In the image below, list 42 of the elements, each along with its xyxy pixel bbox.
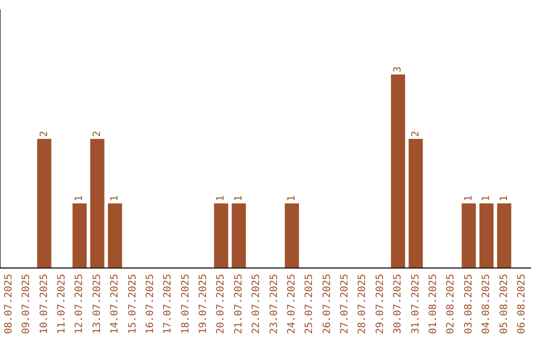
x-tick-label: 01.08.2025 — [428, 274, 440, 334]
x-tick-label: 06.08.2025 — [516, 274, 528, 334]
data-label: 1 — [216, 195, 227, 202]
x-tick-label: 02.08.2025 — [446, 274, 457, 334]
x-tick-label: 16.07.2025 — [144, 274, 156, 334]
x-tick-label: 15.07.2025 — [127, 274, 138, 334]
x-tick-label: 31.07.2025 — [410, 274, 422, 334]
data-label: 1 — [74, 195, 86, 202]
x-tick-label: 13.07.2025 — [92, 274, 103, 334]
x-tick-label: 14.07.2025 — [110, 274, 121, 334]
x-tick-label: 22.07.2025 — [251, 274, 262, 334]
x-tick-label: 27.07.2025 — [340, 274, 351, 334]
x-tick-label: 04.08.2025 — [481, 274, 492, 334]
x-tick-label: 08.07.2025 — [3, 274, 14, 334]
x-tick-label: 17.07.2025 — [162, 274, 174, 334]
data-label: 1 — [286, 195, 298, 202]
data-label: 1 — [110, 195, 121, 202]
x-tick-label: 29.07.2025 — [374, 274, 386, 334]
x-tick-label: 26.07.2025 — [322, 274, 333, 334]
data-label: 2 — [38, 130, 50, 137]
x-tick-label: 10.07.2025 — [38, 274, 50, 334]
x-tick-label: 24.07.2025 — [286, 274, 298, 334]
x-tick-label: 28.07.2025 — [357, 274, 368, 334]
data-label: 2 — [92, 130, 103, 137]
data-label: 3 — [392, 66, 404, 72]
x-tick-label: 12.07.2025 — [74, 274, 86, 334]
data-label: 1 — [233, 195, 244, 202]
x-tick-label: 25.07.2025 — [304, 274, 316, 334]
data-label: 1 — [463, 195, 474, 202]
x-tick-label: 20.07.2025 — [216, 274, 227, 334]
x-tick-label: 03.08.2025 — [463, 274, 474, 334]
x-tick-label: 09.07.2025 — [21, 274, 32, 334]
x-tick-label: 23.07.2025 — [268, 274, 280, 334]
x-tick-label: 05.08.2025 — [498, 274, 510, 334]
x-tick-label: 18.07.2025 — [180, 274, 192, 334]
x-tick-label: 21.07.2025 — [233, 274, 244, 334]
x-tick-label: 11.07.2025 — [56, 274, 68, 334]
x-tick-label: 30.07.2025 — [392, 274, 404, 334]
data-label: 1 — [498, 195, 510, 202]
data-label: 2 — [410, 130, 422, 137]
data-label: 1 — [481, 195, 492, 202]
x-tick-label: 19.07.2025 — [198, 274, 210, 334]
